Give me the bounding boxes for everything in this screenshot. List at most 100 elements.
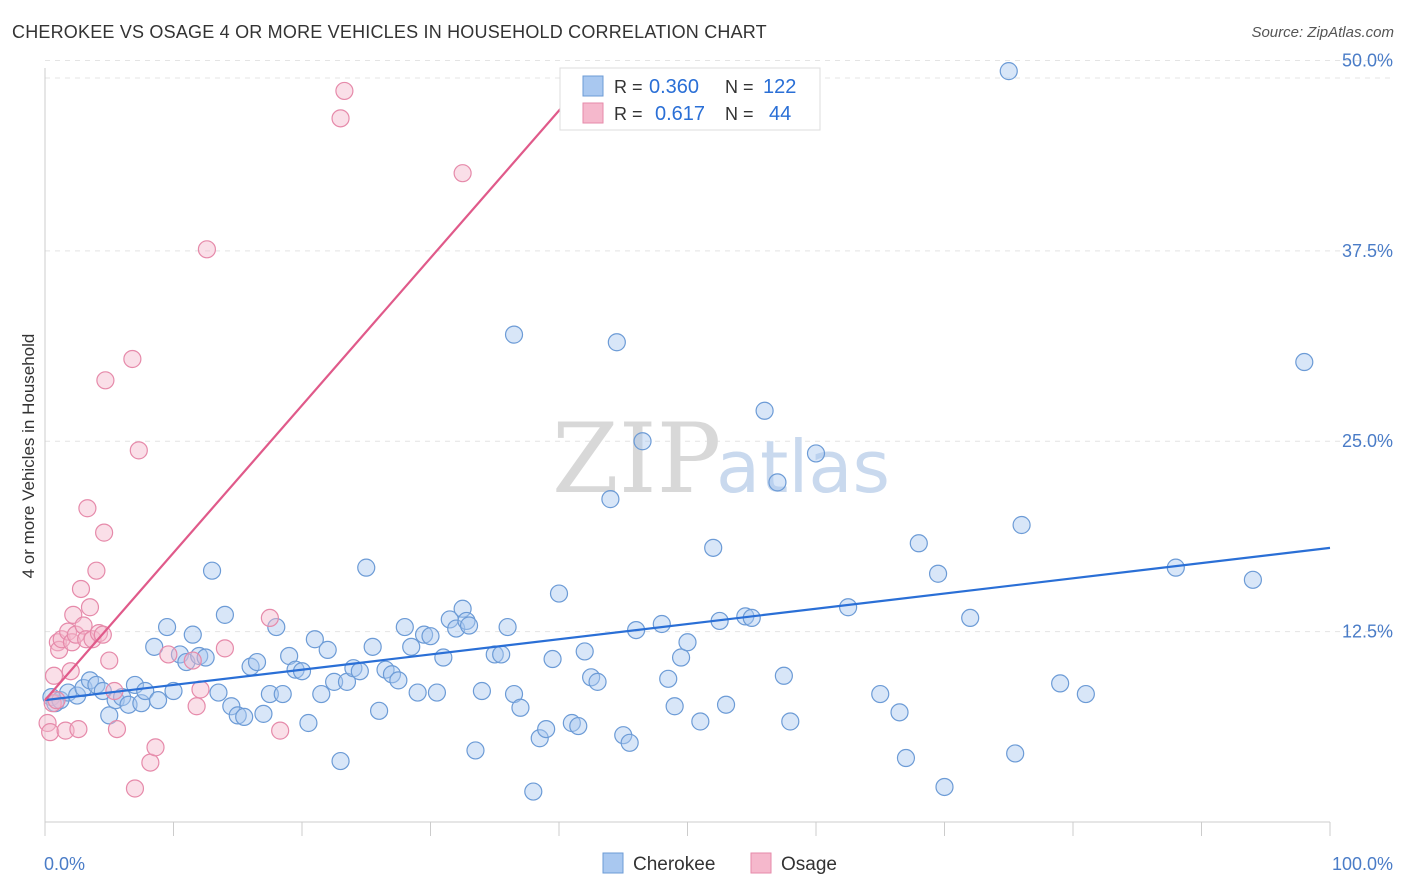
- cherokee-point-35: [267, 617, 286, 637]
- cherokee-point-99: [716, 695, 736, 714]
- cherokee-point-91: [652, 614, 671, 634]
- cherokee-point-60: [427, 683, 447, 702]
- osage-point-19: [80, 598, 100, 617]
- cherokee-point-22: [183, 625, 202, 644]
- cherokee-point-103: [768, 473, 787, 492]
- osage-point-28: [107, 719, 127, 739]
- cherokee-point-116: [1006, 744, 1025, 763]
- cherokee-point-18: [157, 617, 177, 637]
- legend-r-label-cherokee: R =: [614, 77, 643, 97]
- osage-point-21: [87, 561, 106, 580]
- cherokee-point-121: [1243, 570, 1263, 589]
- cherokee-point-58: [414, 625, 434, 644]
- cherokee-point-70: [492, 645, 511, 664]
- osage-point-24: [95, 523, 114, 542]
- legend-n-value-cherokee: 122: [763, 76, 796, 98]
- watermark: ZIP atlas: [552, 403, 890, 515]
- osage-point-33: [146, 738, 165, 757]
- cherokee-point-109: [890, 703, 909, 722]
- legend-n-label-osage: N =: [725, 104, 754, 124]
- y-tick-label-3: 50.0%: [1342, 50, 1393, 70]
- cherokee-point-36: [273, 684, 292, 704]
- osage-point-30: [125, 779, 145, 798]
- cherokee-point-73: [511, 698, 530, 717]
- cherokee-point-102: [755, 401, 774, 420]
- cherokee-point-95: [678, 633, 697, 652]
- cherokee-point-55: [395, 617, 414, 637]
- cherokee-point-104: [774, 666, 793, 685]
- osage-point-26: [100, 651, 119, 670]
- osage-point-32: [141, 753, 160, 772]
- cherokee-point-48: [350, 662, 369, 681]
- cherokee-point-88: [620, 733, 639, 752]
- cherokee-point-49: [357, 558, 376, 577]
- cherokee-point-115: [999, 62, 1018, 81]
- y-tick-label-2: 37.5%: [1342, 241, 1393, 261]
- cherokee-point-122: [1295, 352, 1314, 372]
- cherokee-point-59: [421, 627, 440, 646]
- cherokee-point-86: [607, 333, 626, 352]
- osage-point-18: [78, 499, 97, 518]
- cherokee-point-17: [148, 691, 168, 710]
- osage-point-37: [191, 680, 210, 699]
- cherokee-point-111: [909, 534, 928, 553]
- cherokee-point-54: [389, 671, 408, 690]
- cherokee-point-118: [1051, 674, 1070, 693]
- osage-point-44: [453, 164, 472, 183]
- cherokee-point-113: [935, 777, 954, 797]
- cherokee-point-105: [781, 712, 800, 731]
- cherokee-trend-line: [44, 546, 1331, 702]
- cherokee-point-78: [543, 649, 562, 669]
- source-label: Source: ZipAtlas.com: [1251, 24, 1394, 41]
- y-tick-label-0: 12.5%: [1342, 622, 1393, 642]
- osage-point-15: [71, 579, 91, 599]
- bottom-legend-swatch-cherokee: [602, 852, 624, 874]
- cherokee-point-44: [325, 672, 344, 691]
- cherokee-point-117: [1012, 515, 1031, 535]
- cherokee-point-50: [363, 637, 382, 656]
- cherokee-point-71: [498, 617, 517, 637]
- cherokee-point-40: [299, 713, 318, 733]
- cherokee-point-77: [537, 719, 556, 739]
- osage-point-14: [69, 719, 88, 739]
- cherokee-point-66: [459, 616, 479, 635]
- cherokee-point-75: [524, 782, 543, 801]
- cherokee-point-108: [871, 684, 890, 704]
- cherokee-point-30: [235, 707, 254, 727]
- bottom-legend: Cherokee Osage: [602, 852, 837, 875]
- legend-swatch-osage: [582, 102, 604, 124]
- legend-swatch-cherokee: [582, 75, 604, 97]
- cherokee-point-74: [504, 325, 524, 344]
- osage-point-39: [215, 639, 234, 658]
- cherokee-point-84: [588, 672, 607, 691]
- x-tick-label-1: 100.0%: [1332, 854, 1393, 874]
- osage-point-43: [335, 81, 354, 101]
- cherokee-point-67: [466, 741, 485, 760]
- legend-r-value-cherokee: 0.360: [649, 76, 699, 98]
- trend-lines: [44, 105, 1331, 702]
- tick-labels: 12.5% 25.0% 37.5% 50.0% 0.0% 100.0%: [44, 50, 1393, 874]
- cherokee-point-79: [549, 584, 569, 603]
- cherokee-point-19: [164, 681, 183, 701]
- osage-point-41: [271, 721, 290, 740]
- watermark-atlas: atlas: [716, 425, 890, 509]
- cherokee-point-85: [601, 490, 620, 509]
- legend-n-value-osage: 44: [769, 103, 791, 125]
- osage-point-36: [187, 697, 206, 716]
- osage-trend-line: [44, 105, 564, 701]
- osage-point-40: [260, 608, 279, 628]
- osage-point-13: [66, 625, 85, 644]
- x-tick-label-0: 0.0%: [44, 854, 85, 874]
- osage-point-31: [129, 441, 148, 460]
- cherokee-point-45: [331, 751, 350, 771]
- axes: [44, 68, 1331, 836]
- cherokee-point-76: [530, 729, 549, 748]
- cherokee-point-107: [839, 598, 858, 617]
- legend-r-label-osage: R =: [614, 104, 643, 124]
- osage-point-1: [41, 723, 60, 742]
- cherokee-point-26: [209, 683, 228, 702]
- cherokee-point-51: [370, 701, 389, 720]
- cherokee-point-112: [928, 564, 948, 583]
- osage-point-7: [52, 630, 71, 649]
